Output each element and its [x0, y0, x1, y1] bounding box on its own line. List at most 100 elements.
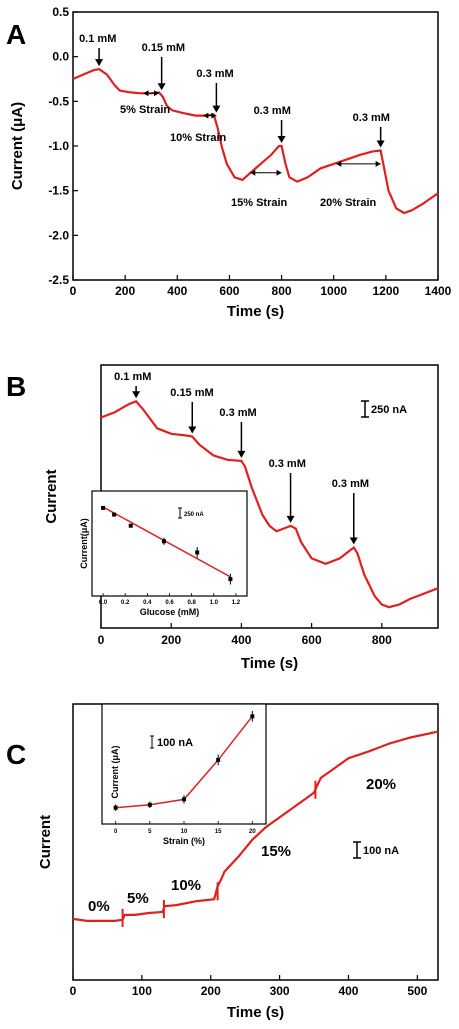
panel-b-inset-x-tick-label: 0.0	[99, 600, 108, 606]
panel-a-x-axis-title: Time (s)	[227, 303, 284, 320]
panel-b-inset-x-tick-label: 1.2	[232, 600, 241, 606]
panel-a: A 0 200 400 600 800 1000 1200 1400 -2.5 -2.0 -1.5 -1…	[6, 5, 452, 320]
panel-a-x-tick-label: 1200	[373, 284, 400, 298]
panel-a-x-tick-label: 1400	[425, 284, 452, 298]
panel-a-x-tick-label: 0	[70, 284, 77, 298]
panel-a-strain-arrowhead-left	[143, 90, 149, 97]
panel-b-concentration-label: 0.1 mM	[114, 371, 151, 383]
panel-c-letter: C	[6, 739, 26, 770]
panel-b-inset-point	[128, 523, 133, 528]
panel-c-inset-frame	[101, 703, 267, 825]
panel-a-x-tick-label: 1000	[320, 284, 347, 298]
panel-c-y-axis-title: Current	[37, 815, 54, 869]
panel-c-x-axis-title: Time (s)	[227, 1004, 284, 1021]
panel-b-x-tick-label: 0	[98, 633, 105, 647]
panel-a-strain-arrowhead-right	[276, 169, 282, 176]
panel-b-inset-point	[112, 512, 117, 517]
panel-b-concentration-label: 0.3 mM	[269, 458, 306, 470]
panel-b-arrow-head	[132, 391, 141, 399]
panel-b-inset-point	[228, 577, 233, 582]
panel-a-concentration-label: 0.15 mM	[142, 42, 185, 54]
panel-a-series-line	[72, 68, 439, 215]
panel-b-letter: B	[6, 371, 26, 402]
panel-b-inset-point	[195, 550, 200, 555]
panel-c-x-tick-label: 200	[201, 984, 221, 998]
panel-c-inset-point	[250, 714, 255, 719]
panel-a-strain-arrowhead-left	[203, 112, 209, 119]
panel-a-y-axis-title: Current (μA)	[9, 102, 26, 190]
panel-b-x-tick-label: 600	[302, 633, 322, 647]
panel-a-strain-arrowhead-right	[154, 90, 160, 97]
panel-c-x-tick-label: 100	[132, 984, 152, 998]
panel-a-strain-label: 10% Strain	[170, 132, 227, 144]
panel-b-inset-x-tick-label: 0.4	[143, 600, 152, 606]
panel-a-arrow-head	[277, 136, 286, 143]
panel-c-scale-label: 100 nA	[363, 845, 399, 857]
panel-b-inset-fit-line	[102, 506, 231, 578]
panel-c-x-tick-label: 400	[338, 984, 358, 998]
panel-c-inset-x-tick-label: 5	[148, 829, 152, 835]
panel-b-arrow-head	[188, 426, 197, 434]
panel-b-inset-x-tick-label: 0.2	[121, 600, 130, 606]
panel-c-x-tick-label: 300	[270, 984, 290, 998]
panel-c-inset-scale-label: 100 nA	[157, 737, 193, 749]
panel-c-inset-y-axis-title: Current (μA)	[110, 745, 120, 798]
panel-c-inset-x-tick-label: 10	[181, 829, 188, 835]
panel-a-x-tick-label: 600	[219, 284, 239, 298]
panel-b-inset-x-tick-label: 0.6	[165, 600, 174, 606]
panel-b-x-tick-label: 400	[231, 633, 251, 647]
panel-a-strain-label: 5% Strain	[120, 104, 170, 116]
panel-a-y-tick-label: -1.5	[48, 184, 69, 198]
panel-a-x-tick-label: 800	[272, 284, 292, 298]
panel-b-inset-y-axis-title: Current(μA)	[79, 518, 89, 569]
panel-a-frame	[72, 11, 439, 281]
panel-c-strain-label: 0%	[88, 898, 110, 915]
panel-a-strain-arrowhead-left	[336, 160, 342, 167]
panel-a-strain-label: 20% Strain	[320, 197, 377, 209]
panel-b-inset-x-axis-title: Glucose (mM)	[140, 607, 200, 617]
panel-a-strain-arrowhead-right	[375, 160, 381, 167]
panel-b-concentration-label: 0.3 mM	[219, 407, 256, 419]
panel-c-inset-point	[216, 757, 221, 762]
panel-b-arrow-head	[349, 537, 358, 545]
panel-c-inset-point	[147, 802, 152, 807]
panel-b-x-tick-label: 200	[161, 633, 181, 647]
panel-a-y-tick-label: -2.5	[48, 273, 69, 287]
panel-c-strain-label: 10%	[171, 877, 201, 894]
panel-c-inset-x-tick-label: 15	[215, 829, 222, 835]
panel-c: C 0 100 200 300 400 500 Time (s) Current 0% 5% 10% 1…	[6, 703, 439, 1021]
panel-a-y-tick-label: 0.5	[52, 5, 69, 19]
panel-a-x-tick-label: 200	[115, 284, 135, 298]
panel-b-y-axis-title: Current	[43, 469, 60, 523]
panel-a-strain-arrowhead-left	[250, 169, 256, 176]
panel-a-arrow-head	[212, 105, 221, 113]
panel-c-inset-x-tick-label: 20	[249, 829, 256, 835]
panel-b: B 0 200 400 600 800 Time (s) Current 0.1 mM 0.15 …	[6, 364, 439, 672]
panel-b-x-tick-label: 800	[372, 633, 392, 647]
panel-a-arrow-head	[157, 83, 166, 91]
panel-b-inset-point	[161, 539, 166, 544]
panel-c-strain-label: 5%	[127, 890, 149, 907]
panel-a-x-tick-label: 400	[167, 284, 187, 298]
panel-c-inset-x-tick-label: 0	[114, 829, 118, 835]
panel-a-y-tick-label: -2.0	[48, 228, 69, 242]
panel-a-concentration-label: 0.3 mM	[196, 68, 233, 80]
panel-a-concentration-label: 0.3 mM	[353, 112, 390, 124]
panel-a-strain-arrowhead-right	[211, 112, 217, 119]
panel-b-concentration-label: 0.15 mM	[170, 387, 213, 399]
panel-c-x-tick-label: 500	[407, 984, 427, 998]
panel-b-inset-x-tick-label: 0.8	[187, 600, 196, 606]
panel-c-series-line	[72, 730, 439, 922]
panel-a-strain-label: 15% Strain	[231, 197, 288, 209]
panel-c-inset-point	[113, 805, 118, 810]
panel-b-arrow-head	[286, 515, 295, 523]
panel-a-arrow-head	[376, 140, 385, 148]
panel-a-y-tick-label: 0.0	[52, 50, 69, 64]
panel-b-inset-point	[101, 505, 106, 510]
panel-b-x-axis-title: Time (s)	[241, 655, 298, 672]
panel-b-series-line	[100, 399, 439, 609]
panel-a-arrow-head	[95, 59, 104, 67]
panel-b-concentration-label: 0.3 mM	[332, 478, 369, 490]
panel-c-strain-label: 20%	[366, 776, 396, 793]
